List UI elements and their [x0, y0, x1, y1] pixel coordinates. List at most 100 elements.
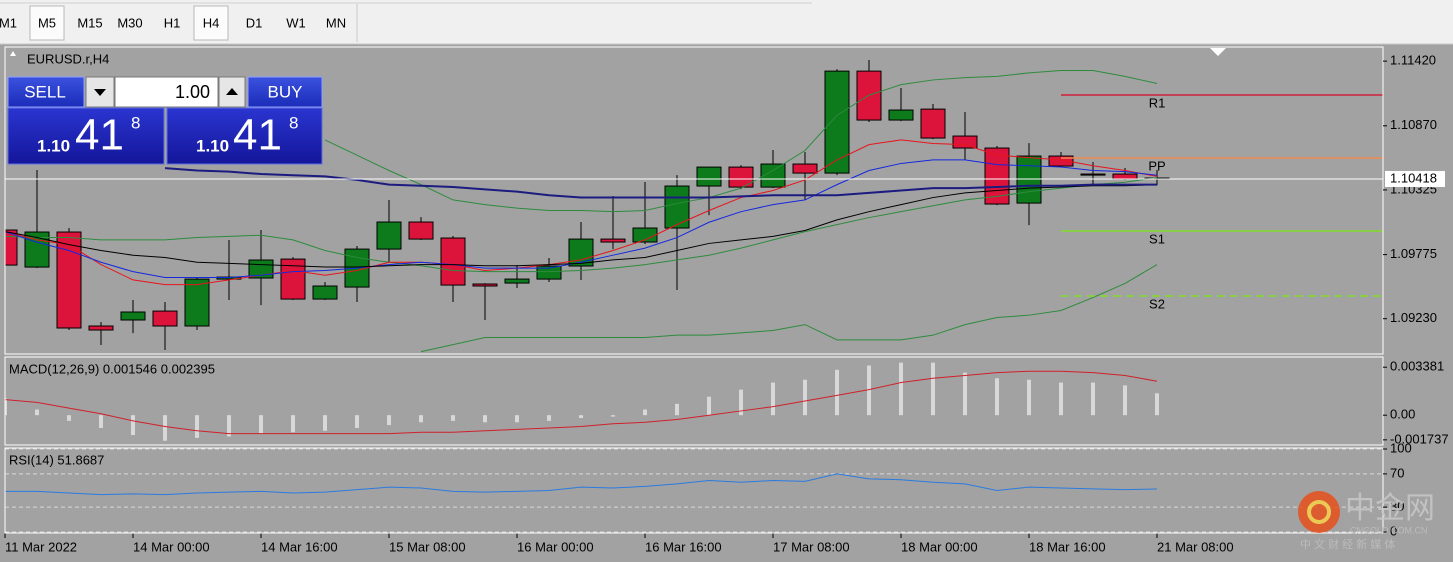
- macd-bar: [451, 415, 455, 421]
- lot-input[interactable]: [114, 76, 219, 108]
- macd-bar: [323, 415, 327, 431]
- macd-bar: [931, 362, 935, 416]
- sell-price-point: 8: [131, 113, 140, 132]
- sell-label[interactable]: SELL: [24, 82, 66, 101]
- macd-bar: [579, 415, 583, 419]
- x-tick-label: 21 Mar 08:00: [1157, 539, 1234, 554]
- candle-body: [1112, 173, 1138, 180]
- macd-bar: [899, 362, 903, 416]
- macd-bar: [259, 415, 263, 434]
- macd-bar: [739, 389, 743, 416]
- candle-body: [536, 265, 562, 280]
- chart-menu-icon: [10, 51, 16, 56]
- buy-button[interactable]: [247, 76, 323, 108]
- chart-shift-marker: [1210, 48, 1226, 56]
- indicator-line: [420, 264, 1158, 353]
- x-tick-label: 15 Mar 08:00: [389, 539, 466, 554]
- macd-bar: [675, 403, 679, 416]
- pivot-label: S2: [1149, 296, 1165, 311]
- x-tick-label: 16 Mar 16:00: [645, 539, 722, 554]
- indicator-title: EURUSD.r,H4: [27, 51, 109, 66]
- indicator-line: [5, 139, 1158, 286]
- buy-label[interactable]: BUY: [268, 82, 303, 101]
- indicator-line: [5, 177, 1158, 273]
- candle-body: [632, 227, 658, 243]
- x-tick-label: 18 Mar 00:00: [901, 539, 978, 554]
- pivot-label: S1: [1149, 231, 1165, 246]
- sell-price-pips: 41: [75, 111, 124, 160]
- macd-bar: [643, 409, 647, 416]
- watermark-site: CNGOLD.COM.CN: [1350, 525, 1428, 535]
- timeframe-tab[interactable]: MN: [326, 15, 346, 30]
- candle-body: [952, 135, 978, 149]
- axes: EURUSD.r,H4 1.114201.108701.103251.097751…: [4, 46, 1449, 554]
- candle-body: [120, 311, 146, 321]
- candle-body: [984, 147, 1010, 205]
- candle-body: [792, 163, 818, 174]
- macd-bar: [515, 415, 519, 423]
- y-tick-label: 0.003381: [1390, 359, 1444, 374]
- lot-value[interactable]: 1.00: [175, 82, 210, 102]
- candle-body: [472, 283, 498, 287]
- candle-body: [1016, 155, 1042, 204]
- watermark-logo-ring: [1307, 500, 1331, 524]
- pivot-label: R1: [1149, 95, 1166, 110]
- timeframe-box[interactable]: [193, 5, 229, 41]
- x-tick-label: 11 Mar 2022: [5, 539, 77, 554]
- timeframe-tab[interactable]: D1: [246, 15, 263, 30]
- macd-bar: [611, 415, 615, 417]
- timeframe-tab[interactable]: M1: [0, 15, 17, 30]
- sell-price-box[interactable]: [7, 107, 165, 165]
- timeframe-box[interactable]: [29, 5, 65, 41]
- price-plot: R1 PP S1 S2: [5, 60, 1383, 353]
- timeframe-tab[interactable]: W1: [286, 15, 306, 30]
- timeframe-tab[interactable]: M15: [77, 15, 102, 30]
- sell-button[interactable]: [7, 76, 85, 108]
- watermark-brand: 中金网: [1345, 492, 1435, 525]
- timeframe-tab[interactable]: H1: [164, 15, 181, 30]
- timeframe-tab[interactable]: H4: [203, 15, 220, 30]
- candle-body: [184, 278, 210, 327]
- y-tick-label: 1.10870: [1390, 117, 1437, 132]
- candle-body: [440, 237, 466, 286]
- macd-bar: [5, 398, 7, 416]
- candle-body: [5, 229, 18, 266]
- y-tick-label: 0: [1390, 523, 1397, 538]
- timeframe-tab[interactable]: M5: [38, 15, 56, 30]
- macd-bar: [291, 415, 295, 433]
- bid-label: 1.10418: [1390, 170, 1437, 185]
- indicator-title: RSI(14) 51.8687: [9, 452, 104, 467]
- candle-body: [824, 70, 850, 174]
- timeframe-toolbar: M1 M5 M15 M30 H1 H4 D1 W1 MN: [0, 0, 1453, 45]
- macd-bar: [483, 415, 487, 423]
- macd-bar: [995, 378, 999, 416]
- bid-label-box: [1385, 170, 1445, 187]
- sell-price-big: 1.10: [37, 136, 70, 155]
- macd-bar: [131, 415, 135, 436]
- buy-price-big: 1.10: [196, 136, 229, 155]
- candle-body: [760, 163, 786, 188]
- x-tick-label: 14 Mar 00:00: [133, 539, 210, 554]
- y-tick-label: 1.09775: [1390, 246, 1437, 261]
- one-click-trading-panel: SELL 1.00 BUY 1.10 41 8 1.10 41 8: [7, 76, 323, 165]
- candle-body: [504, 278, 530, 284]
- toolbar-background: [0, 0, 1453, 44]
- watermark-logo: [1298, 491, 1340, 533]
- macd-bar: [771, 382, 775, 416]
- macd-bar: [99, 415, 103, 428]
- indicator-line: [164, 167, 1157, 199]
- candle-body: [696, 166, 722, 187]
- y-tick-label: 30: [1390, 499, 1404, 514]
- candle-body: [1080, 173, 1106, 176]
- macd-bar: [67, 415, 71, 421]
- indicator-title: MACD(12,26,9) 0.001546 0.002395: [9, 361, 215, 376]
- candle-body: [88, 325, 114, 331]
- indicator-line: [5, 184, 1158, 268]
- macd-bar: [1059, 382, 1063, 416]
- macd-bar: [1155, 393, 1159, 416]
- macd-bar: [835, 369, 839, 416]
- timeframe-tab[interactable]: M30: [117, 15, 142, 30]
- buy-price-box[interactable]: [166, 107, 323, 165]
- x-tick-label: 18 Mar 16:00: [1029, 539, 1106, 554]
